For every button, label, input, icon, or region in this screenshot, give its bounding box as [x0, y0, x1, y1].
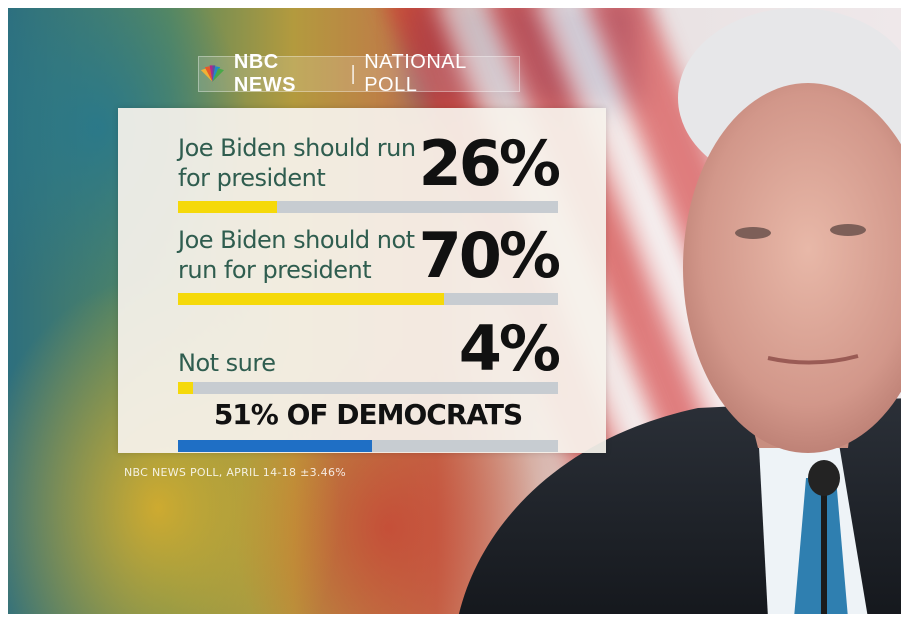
democrats-label: 51% OF DEMOCRATS: [213, 398, 523, 431]
background-scene: NBC NEWS | NATIONAL POLL Joe Biden shoul…: [8, 8, 901, 614]
bar-track: [178, 382, 558, 394]
poll-header-banner: NBC NEWS | NATIONAL POLL: [198, 51, 520, 96]
poll-row: Joe Biden should run for president 26%: [178, 127, 561, 213]
category-label: Joe Biden should run for president: [178, 134, 416, 192]
poll-row: Not sure 4%: [178, 312, 561, 398]
value-label: 26%: [418, 127, 561, 200]
democrats-bar-fill: [178, 440, 372, 452]
bar-track: [178, 440, 558, 452]
bar-track: [178, 293, 558, 305]
category-label: Not sure: [178, 349, 276, 377]
value-label: 70%: [418, 219, 561, 292]
bar-fill: [178, 382, 194, 394]
source-note: NBC NEWS POLL, APRIL 14-18 ±3.46%: [124, 466, 347, 479]
bar-fill: [178, 201, 277, 213]
category-label: Joe Biden should not run for president: [178, 226, 415, 284]
peacock-logo-icon: [200, 65, 224, 82]
brand-name: NBC NEWS: [233, 51, 296, 96]
poll-row: Joe Biden should not run for president 7…: [178, 219, 561, 305]
banner-subtitle: NATIONAL POLL: [364, 51, 466, 96]
value-label: 4%: [458, 312, 561, 385]
banner-separator: |: [350, 62, 357, 85]
poll-results-card: Joe Biden should run for president 26% J…: [118, 108, 606, 453]
bar-fill: [178, 293, 444, 305]
bar-track: [178, 201, 558, 213]
person-photo: [459, 8, 901, 614]
